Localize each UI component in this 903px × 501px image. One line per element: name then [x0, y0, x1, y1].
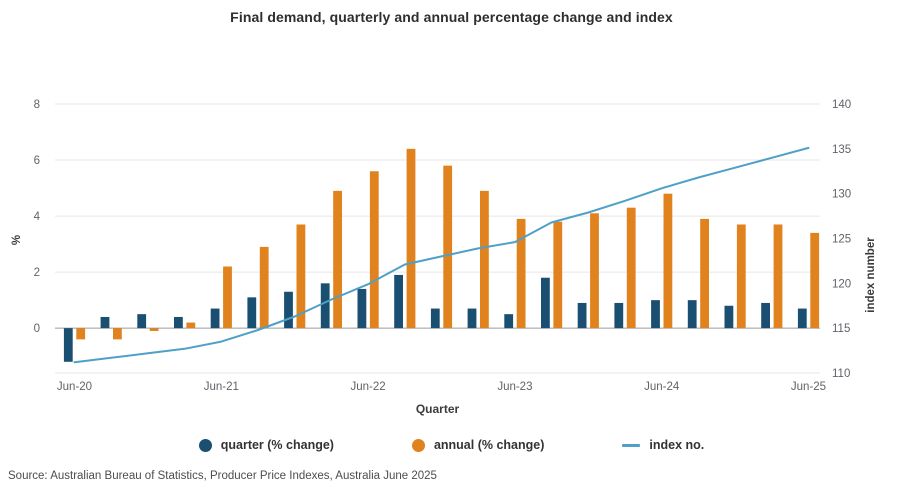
bar-annual-change: [223, 266, 232, 329]
bar-quarter-change: [357, 288, 367, 329]
bar-quarter-change: [137, 314, 147, 329]
bar-annual-change: [700, 218, 709, 329]
bar-quarter-change: [100, 316, 110, 329]
bar-quarter-change: [504, 314, 514, 329]
bar-quarter-change: [320, 283, 330, 329]
bar-annual-change: [149, 328, 159, 331]
y-axis-tick-label-right: 140: [832, 99, 851, 111]
index-line: [73, 146, 810, 364]
x-axis-tick-label: Jun-22: [351, 381, 386, 393]
chart-title: Final demand, quarterly and annual perce…: [230, 9, 673, 25]
chart-canvas: 8 6 4 2 0 140 135 130 125 120 115 110% index number J…: [11, 99, 877, 416]
y-axis-title-right: index number: [865, 237, 877, 313]
bar-annual-change: [590, 213, 599, 329]
bar-annual-change: [480, 190, 489, 329]
bar-annual-change: [553, 221, 563, 329]
x-axis-tick-label: Jun-25: [791, 381, 826, 393]
bar-annual-change: [296, 224, 306, 329]
y-axis-tick-label-right: 115: [832, 323, 850, 335]
bar-quarter-change: [210, 308, 220, 329]
bar-quarter-change: [797, 308, 807, 329]
index-series-swatch-icon: [622, 443, 641, 447]
bar-quarter-change: [614, 302, 624, 329]
bar-quarter-change: [284, 291, 293, 329]
y-axis-tick-label-right: 130: [832, 189, 851, 201]
quarter-series-swatch-icon: [198, 438, 212, 452]
bar-quarter-change: [174, 316, 183, 329]
y-axis-tick-label-left: 8: [34, 99, 40, 111]
bar-quarter-change: [541, 277, 550, 329]
bar-quarter-change: [247, 297, 257, 329]
legend-item-quarter: quarter (% change): [198, 438, 334, 452]
bar-quarter-change: [724, 305, 734, 329]
bar-annual-change: [516, 218, 526, 329]
annual-series-swatch-icon: [411, 438, 425, 452]
x-axis-title: Quarter: [416, 402, 460, 416]
x-axis-tick-label: Jun-21: [204, 381, 239, 393]
bar-annual-change: [663, 193, 673, 329]
y-axis-tick-label-left: 6: [34, 155, 40, 167]
bar-annual-change: [443, 165, 453, 329]
bar-annual-change: [333, 190, 342, 329]
legend-item-index: index no.: [622, 438, 704, 452]
bar-annual-change: [76, 328, 86, 340]
y-axis-tick-label-right: 125: [832, 234, 851, 246]
bar-annual-change: [736, 224, 746, 329]
legend-label-quarter: quarter (% change): [220, 438, 334, 452]
y-axis-title-left: %: [11, 235, 23, 245]
y-axis-tick-label-left: 2: [34, 267, 40, 279]
bar-annual-change: [773, 224, 783, 329]
bar-quarter-change: [394, 274, 403, 329]
y-axis-tick-label-right: 135: [832, 144, 851, 156]
legend-label-index: index no.: [649, 438, 705, 452]
bar-annual-change: [810, 232, 820, 329]
bar-quarter-change: [687, 300, 697, 329]
legend-label-annual: annual (% change): [433, 438, 545, 452]
x-axis-tick-label: Jun-24: [644, 381, 680, 393]
bar-annual-change: [259, 246, 269, 329]
bar-quarter-change: [761, 302, 770, 329]
bar-annual-change: [626, 207, 636, 329]
x-axis-tick-label: Jun-23: [497, 381, 532, 393]
bar-quarter-change: [430, 308, 440, 329]
bar-annual-change: [113, 328, 122, 340]
chart-legend: quarter (% change) annual (% change) ind…: [0, 438, 903, 452]
legend-item-annual: annual (% change): [411, 438, 545, 452]
bar-annual-change: [186, 322, 196, 329]
x-axis-tick-label: Jun-20: [57, 381, 92, 393]
source-attribution: Source: Australian Bureau of Statistics,…: [8, 470, 437, 482]
y-axis-tick-label-left: 4: [34, 211, 41, 223]
y-axis-tick-label-left: 0: [34, 323, 40, 335]
y-axis-tick-label-right: 110: [832, 368, 850, 380]
bar-quarter-change: [63, 328, 73, 362]
y-axis-tick-label-right: 120: [832, 278, 851, 290]
bar-annual-change: [369, 171, 379, 329]
bar-quarter-change: [651, 300, 660, 329]
bar-annual-change: [406, 148, 416, 329]
bar-quarter-change: [577, 302, 587, 329]
bar-quarter-change: [467, 308, 477, 329]
